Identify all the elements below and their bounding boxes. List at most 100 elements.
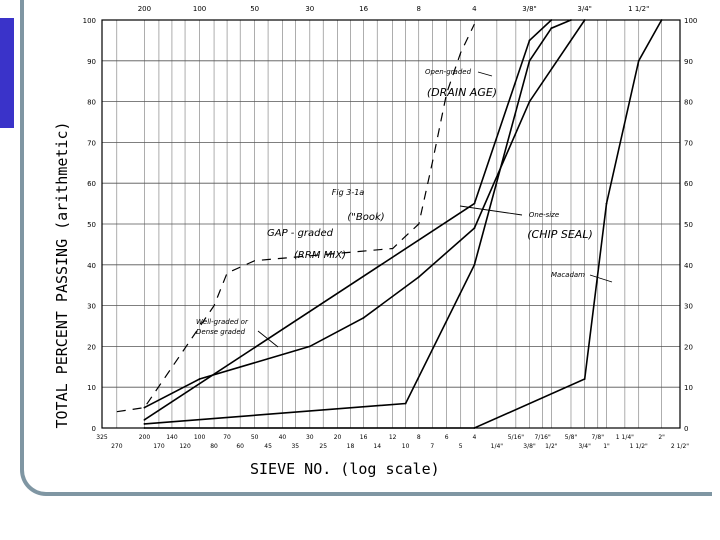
x-axis-label: SIEVE NO. (log scale) bbox=[250, 460, 440, 478]
data-point bbox=[473, 427, 476, 429]
data-point bbox=[660, 19, 663, 21]
x-tick-label: 25 bbox=[319, 443, 327, 450]
data-point bbox=[143, 418, 146, 421]
x-tick-label: 4 bbox=[472, 434, 476, 441]
x-tick-label: 20 bbox=[334, 434, 342, 441]
x-tick-label: 1 1/4" bbox=[616, 434, 634, 441]
data-point bbox=[528, 59, 531, 62]
top-tick-label: 100 bbox=[193, 5, 206, 13]
x-tick-label: 10 bbox=[402, 443, 410, 450]
x-tick-label: 120 bbox=[179, 443, 191, 450]
top-tick-label: 16 bbox=[359, 5, 368, 13]
handwritten-book: ("Book) bbox=[347, 212, 384, 223]
slide-frame bbox=[20, 0, 712, 496]
x-tick-label: 35 bbox=[291, 443, 299, 450]
data-point bbox=[550, 27, 553, 30]
y-tick-label: 0 bbox=[92, 425, 96, 433]
x-tick-label: 18 bbox=[347, 443, 355, 450]
y-tick-label-right: 30 bbox=[684, 303, 693, 311]
series-line-3 bbox=[144, 19, 586, 409]
handwritten-fig-ref: Fig 3-1a bbox=[332, 188, 365, 197]
handwritten-drainage: (DRAIN AGE) bbox=[427, 86, 497, 99]
y-tick-label-right: 90 bbox=[684, 58, 693, 66]
x-tick-label: 7/8" bbox=[592, 434, 605, 441]
x-tick-label: 3/8" bbox=[523, 443, 536, 450]
x-tick-label: 14 bbox=[373, 443, 381, 450]
data-point bbox=[362, 316, 365, 319]
y-tick-label-right: 0 bbox=[684, 425, 688, 433]
y-tick-label: 80 bbox=[87, 99, 96, 107]
data-point bbox=[637, 59, 640, 62]
x-tick-label: 5 bbox=[459, 443, 463, 450]
y-tick-label-right: 100 bbox=[684, 17, 697, 25]
data-point bbox=[198, 378, 201, 380]
x-tick-label: 8 bbox=[417, 434, 421, 441]
x-tick-label: 1 1/2" bbox=[630, 443, 648, 450]
data-point bbox=[473, 202, 476, 205]
leader-line bbox=[477, 71, 493, 77]
data-point bbox=[308, 345, 311, 348]
top-tick-label: 3/8" bbox=[522, 5, 537, 13]
data-point bbox=[583, 378, 586, 380]
x-tick-label: 70 bbox=[223, 434, 231, 441]
x-tick-label: 170 bbox=[153, 443, 165, 450]
x-tick-label: 80 bbox=[210, 443, 218, 450]
top-tick-label: 200 bbox=[138, 5, 151, 13]
x-tick-label: 45 bbox=[264, 443, 272, 450]
data-point bbox=[417, 276, 420, 278]
x-tick-label: 140 bbox=[166, 434, 178, 441]
x-tick-label: 2" bbox=[658, 434, 665, 441]
x-tick-label: 1/4" bbox=[491, 443, 504, 450]
data-point bbox=[404, 402, 407, 405]
data-point bbox=[528, 100, 531, 103]
y-tick-label: 60 bbox=[87, 180, 96, 188]
y-tick-label-right: 20 bbox=[684, 343, 693, 351]
top-tick-label: 3/4" bbox=[577, 5, 592, 13]
x-tick-label: 6 bbox=[445, 434, 449, 441]
annotation-dense-graded: Dense graded bbox=[196, 328, 246, 336]
y-tick-label: 100 bbox=[83, 17, 96, 25]
y-tick-label: 90 bbox=[87, 58, 96, 66]
y-tick-label: 20 bbox=[87, 343, 96, 351]
handwritten-gap-graded: GAP - graded bbox=[267, 228, 334, 239]
x-tick-label: 200 bbox=[139, 434, 151, 441]
y-tick-label-right: 10 bbox=[684, 384, 693, 392]
x-tick-label: 60 bbox=[236, 443, 244, 450]
annotation-open-graded: Open-graded bbox=[425, 68, 472, 76]
x-tick-label: 40 bbox=[279, 434, 287, 441]
data-point bbox=[143, 406, 146, 409]
x-tick-label: 16 bbox=[360, 434, 368, 441]
data-point bbox=[605, 202, 608, 205]
data-point bbox=[550, 19, 553, 21]
x-tick-label: 5/8" bbox=[565, 434, 578, 441]
annotation-one-size: One-size bbox=[529, 211, 559, 219]
x-tick-label: 1/2" bbox=[545, 443, 558, 450]
data-point bbox=[473, 227, 476, 229]
top-tick-label: 1 1/2" bbox=[628, 5, 649, 13]
y-tick-label-right: 70 bbox=[684, 139, 693, 147]
handwritten-chip-seal: (CHIP SEAL) bbox=[527, 228, 593, 241]
x-tick-label: 2 1/2" bbox=[671, 443, 689, 450]
top-tick-label: 4 bbox=[472, 5, 477, 13]
gap-graded-dashed-line bbox=[116, 23, 475, 413]
x-tick-label: 5/16" bbox=[508, 434, 524, 441]
handwritten-rrm-mix: (RRM MIX) bbox=[294, 250, 346, 261]
x-tick-label: 7 bbox=[430, 443, 434, 450]
y-tick-label: 70 bbox=[87, 139, 96, 147]
y-tick-label-right: 60 bbox=[684, 180, 693, 188]
top-tick-label: 30 bbox=[305, 5, 314, 13]
x-tick-label: 7/16" bbox=[534, 434, 550, 441]
series-line-0 bbox=[143, 19, 552, 421]
data-point bbox=[143, 423, 146, 425]
leader-line bbox=[589, 274, 613, 283]
data-point bbox=[570, 19, 572, 21]
y-tick-label-right: 50 bbox=[684, 221, 693, 229]
x-tick-label: 270 bbox=[111, 443, 123, 450]
x-tick-label: 12 bbox=[389, 434, 397, 441]
annotation-well-graded: Well-graded or bbox=[196, 318, 249, 326]
top-tick-label: 8 bbox=[417, 5, 421, 13]
slide-accent-bar bbox=[0, 18, 14, 128]
data-point bbox=[143, 427, 146, 429]
series-line-1 bbox=[144, 19, 572, 425]
